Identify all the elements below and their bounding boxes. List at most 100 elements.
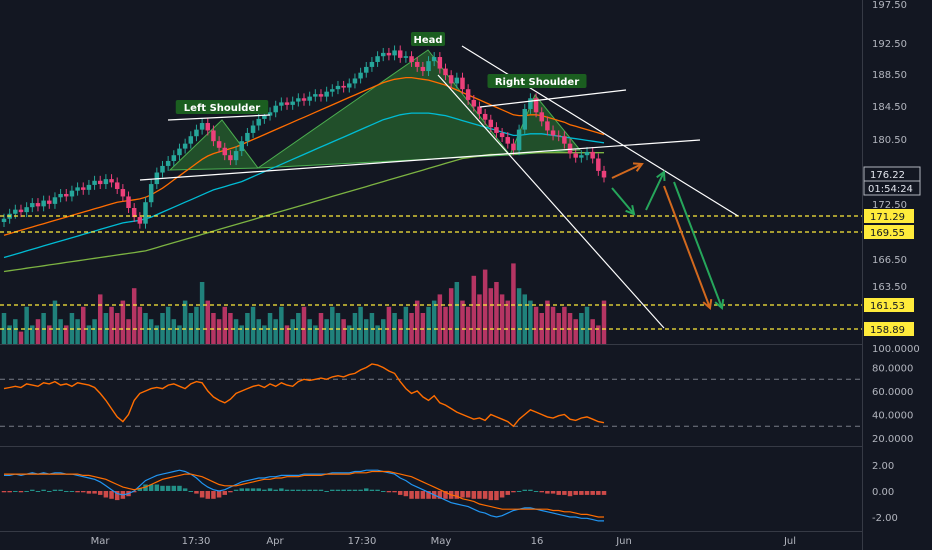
- projection-arrow-down-3-head: [714, 298, 725, 310]
- volume-bar: [443, 306, 448, 344]
- macd-histogram-bar: [222, 491, 227, 495]
- macd-histogram-bar: [216, 491, 222, 498]
- head-label-bg: [411, 32, 445, 46]
- macd-histogram-bar: [584, 491, 590, 495]
- volume-bar: [64, 325, 69, 344]
- macd-histogram-bar: [420, 491, 426, 499]
- volume-bar: [137, 306, 143, 344]
- candle-body: [465, 89, 471, 100]
- volume-bar: [528, 300, 533, 344]
- macd-histogram-bar: [460, 491, 465, 498]
- volume-bar: [596, 325, 601, 344]
- macd-histogram-bar: [324, 491, 329, 492]
- macd-histogram-bar: [426, 491, 431, 499]
- candle-body: [126, 196, 131, 208]
- candle-body: [273, 105, 278, 113]
- volume-bar: [81, 306, 86, 344]
- macd-histogram-bar: [307, 489, 312, 491]
- candle-body: [18, 209, 24, 213]
- macd-histogram-bar: [273, 489, 278, 491]
- macd-histogram-bar: [443, 491, 448, 499]
- macd-histogram-bar: [516, 491, 522, 492]
- volume-bar: [460, 300, 465, 344]
- candle-body: [256, 118, 261, 126]
- candle-body: [341, 85, 346, 88]
- volume-bar: [47, 325, 52, 344]
- projection-arrow-up-1: [611, 163, 643, 179]
- macd-histogram-bar: [52, 489, 58, 491]
- candle-body: [471, 99, 477, 107]
- candle-body: [426, 61, 431, 72]
- candle-body: [47, 200, 52, 204]
- macd-histogram-bar: [154, 484, 160, 491]
- macd-histogram-bar: [284, 489, 290, 491]
- volume-bar: [562, 306, 567, 344]
- macd-histogram-bar: [58, 489, 63, 491]
- macd-histogram-bar: [250, 488, 256, 491]
- volume-bar: [92, 319, 97, 344]
- candle-body: [290, 101, 295, 105]
- price-level-tag: [864, 225, 914, 239]
- macd-histogram-bar: [239, 488, 244, 491]
- price-axis-tick: 197.50: [872, 0, 907, 11]
- time-axis-tick: Jun: [615, 536, 632, 547]
- volume-bar: [86, 325, 92, 344]
- candle-body: [505, 137, 511, 144]
- macd-histogram-bar: [601, 491, 607, 495]
- rsi-axis-tick: 40.0000: [872, 411, 913, 422]
- candle-body: [516, 129, 522, 151]
- projection-arrow-down-1: [611, 187, 635, 215]
- candle-body: [194, 129, 199, 137]
- macd-histogram-bar: [13, 491, 18, 492]
- candle-body: [216, 141, 222, 148]
- volume-bar: [364, 319, 369, 344]
- volume-bar: [347, 325, 352, 344]
- candle-body: [482, 113, 488, 120]
- macd-histogram-bar: [375, 489, 380, 491]
- candle-body: [75, 187, 80, 191]
- macd-histogram-bar: [369, 489, 375, 491]
- volume-bar: [545, 300, 550, 344]
- candle-body: [539, 112, 544, 122]
- candle-body: [522, 109, 527, 130]
- macd-histogram-bar: [41, 489, 46, 491]
- macd-histogram-bar: [409, 491, 414, 499]
- time-axis-tick: Mar: [91, 536, 111, 547]
- volume-bar: [556, 313, 561, 344]
- macd-histogram-bar: [64, 491, 69, 492]
- candle-body: [160, 165, 165, 173]
- volume-bar: [307, 319, 312, 344]
- volume-bar: [511, 263, 516, 344]
- candle-body: [477, 106, 482, 114]
- candle-body: [313, 94, 318, 97]
- volume-bar: [97, 294, 103, 344]
- macd-histogram-bar: [109, 491, 114, 499]
- volume-bar: [194, 306, 199, 344]
- candle-body: [596, 158, 601, 171]
- neckline: [139, 139, 701, 181]
- macd-histogram-bar: [137, 488, 143, 491]
- candle-body: [397, 50, 403, 58]
- macd-histogram-bar: [454, 491, 460, 499]
- candle-body: [30, 203, 35, 208]
- candle-body: [177, 148, 182, 156]
- candle-body: [369, 61, 375, 67]
- rsi-axis-tick: 60.0000: [872, 387, 913, 398]
- candle-body: [245, 132, 250, 142]
- candle-body: [296, 98, 301, 102]
- candle-body: [431, 57, 437, 62]
- volume-bar: [573, 319, 578, 344]
- candle-body: [494, 127, 499, 133]
- countdown-label: 01:54:24: [868, 184, 913, 195]
- candle-body: [347, 83, 352, 88]
- right-shoulder-topline: [479, 89, 627, 108]
- macd-histogram-bar: [228, 491, 233, 493]
- volume-bar: [516, 288, 522, 344]
- volume-bar: [30, 325, 35, 344]
- price-axis-tick: 184.50: [872, 102, 907, 113]
- macd-histogram-bar: [97, 491, 103, 495]
- macd-histogram-bar: [262, 489, 267, 491]
- candle-body: [511, 143, 516, 151]
